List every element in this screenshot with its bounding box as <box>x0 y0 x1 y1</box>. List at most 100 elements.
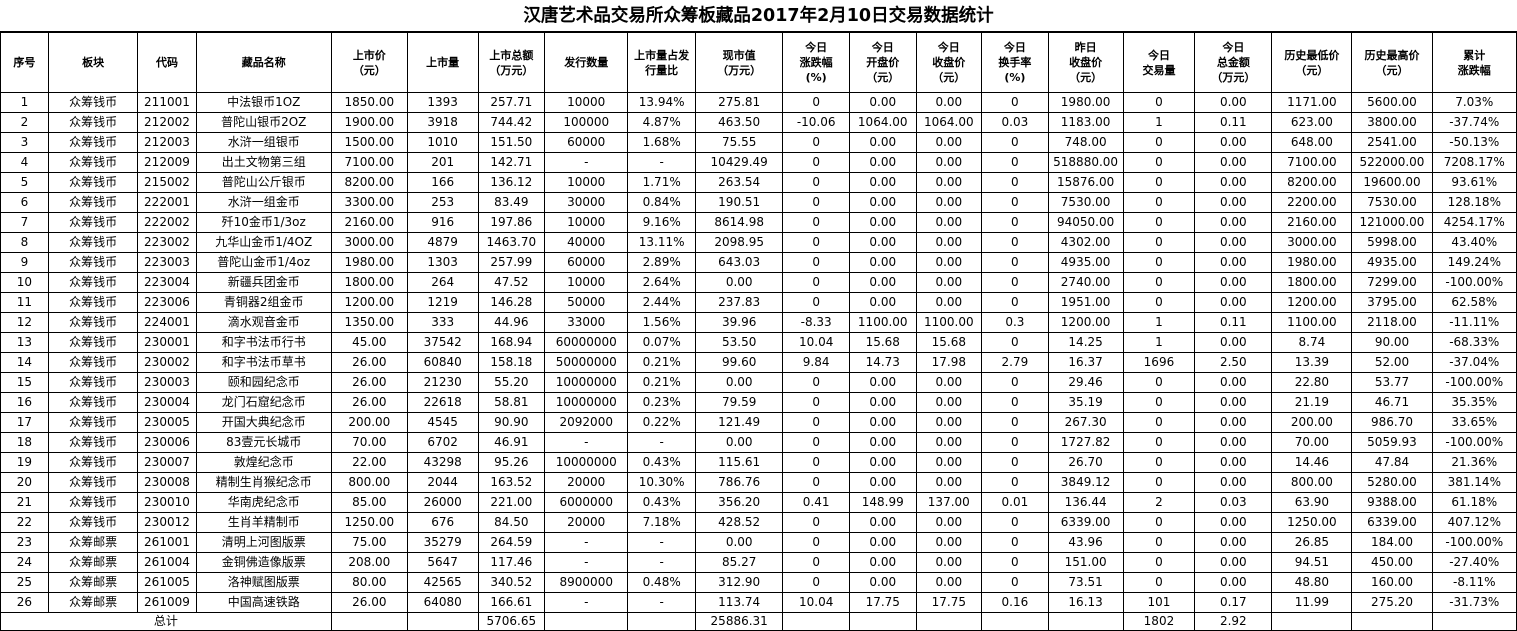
table-cell: 0 <box>782 292 850 313</box>
table-cell: 201 <box>406 152 479 173</box>
column-header-line: 板块 <box>82 56 105 69</box>
total-market-amount: 5706.65 <box>477 612 546 631</box>
table-cell: 0 <box>981 292 1049 313</box>
table-cell: 0.00 <box>915 292 983 313</box>
table-cell: 221.00 <box>477 492 546 513</box>
table-cell: 14.25 <box>1047 332 1124 353</box>
table-row: 16 众筹钱币 230004 龙门石窟纪念币 26.00 22618 58.81 100000… <box>0 392 1517 413</box>
total-row: 总计 5706.65 25886.31 1802 2.92 <box>0 612 1517 631</box>
table-cell: 0 <box>981 92 1049 113</box>
table-cell: -8.11% <box>1431 572 1517 593</box>
total-cell-empty <box>544 612 629 631</box>
table-cell: 46.71 <box>1351 392 1433 413</box>
column-header-line: 上市总额 <box>489 48 534 62</box>
table-cell: 5059.93 <box>1351 432 1433 453</box>
table-cell: 0.00 <box>915 432 983 453</box>
table-footer: 总计 5706.65 25886.31 1802 2.92 <box>0 612 1517 631</box>
table-cell: 18 <box>0 432 49 453</box>
table-cell: 986.70 <box>1351 412 1433 433</box>
table-cell: 0 <box>782 132 850 153</box>
table-cell: 64080 <box>406 592 479 613</box>
table-cell: - <box>544 592 629 613</box>
table-cell: 0 <box>1122 172 1196 193</box>
table-cell: 0 <box>782 92 850 113</box>
table-cell: 113.74 <box>694 592 784 613</box>
table-cell: 众筹钱币 <box>47 372 139 393</box>
table-cell: 19600.00 <box>1351 172 1433 193</box>
table-cell: 800.00 <box>1271 472 1353 493</box>
table-cell: 0.00 <box>1194 532 1273 553</box>
table-cell: 众筹邮票 <box>47 552 139 573</box>
table-cell: 10.04 <box>782 332 850 353</box>
table-cell: 0.00 <box>848 132 917 153</box>
column-header-line: (%) <box>805 71 827 84</box>
table-cell: 0.00 <box>1194 452 1273 473</box>
table-cell: 20000 <box>544 512 629 533</box>
column-header: 板块 <box>47 32 139 93</box>
table-cell: 众筹钱币 <box>47 312 139 333</box>
table-cell: 1 <box>1122 312 1196 333</box>
table-cell: 0.43% <box>627 492 696 513</box>
table-cell: 8200.00 <box>1271 172 1353 193</box>
table-cell: 94050.00 <box>1047 212 1124 233</box>
table-cell: 0.00 <box>1194 432 1273 453</box>
table-cell: 0 <box>1122 92 1196 113</box>
table-cell: 1303 <box>406 252 479 273</box>
table-cell: 261004 <box>137 552 197 573</box>
table-cell: 7208.17% <box>1431 152 1517 173</box>
table-row: 2 众筹钱币 212002 普陀山银币2OZ 1900.00 3918 744.42 1000… <box>0 112 1517 133</box>
table-cell: 0 <box>1122 392 1196 413</box>
table-cell: 61.18% <box>1431 492 1517 513</box>
table-cell: 5280.00 <box>1351 472 1433 493</box>
table-cell: 37542 <box>406 332 479 353</box>
table-cell: 0.00 <box>1194 172 1273 193</box>
table-cell: 滴水观音金币 <box>195 312 332 333</box>
total-cell-empty <box>330 612 408 631</box>
table-cell: 75.00 <box>330 532 408 553</box>
table-cell: 93.61% <box>1431 172 1517 193</box>
table-cell: 水浒一组银币 <box>195 132 332 153</box>
table-cell: 0.00 <box>1194 412 1273 433</box>
table-cell: 95.26 <box>477 452 546 473</box>
table-cell: 4935.00 <box>1351 252 1433 273</box>
table-cell: 0.41 <box>782 492 850 513</box>
table-cell: 115.61 <box>694 452 784 473</box>
table-cell: 22618 <box>406 392 479 413</box>
column-header-line: 昨日 <box>1074 41 1097 54</box>
table-cell: 53.50 <box>694 332 784 353</box>
table-cell: 10000 <box>544 212 629 233</box>
column-header-line: （元） <box>1375 63 1409 77</box>
table-cell: 100000 <box>544 112 629 133</box>
column-header-line: 今日 <box>871 41 894 54</box>
table-cell: 0.00 <box>1194 332 1273 353</box>
table-cell: 0.00 <box>1194 472 1273 493</box>
table-cell: 786.76 <box>694 472 784 493</box>
table-cell: 160.00 <box>1351 572 1433 593</box>
table-cell: 2.89% <box>627 252 696 273</box>
table-cell: 21 <box>0 492 49 513</box>
table-cell: 和字书法币草书 <box>195 352 332 373</box>
table-row: 15 众筹钱币 230003 颐和园纪念币 26.00 21230 55.20 1000000… <box>0 372 1517 393</box>
column-header-line: （万元） <box>1211 71 1256 84</box>
table-cell: 43.40% <box>1431 232 1517 253</box>
table-cell: 60000000 <box>544 332 629 353</box>
table-cell: 青铜器2组金币 <box>195 292 332 313</box>
table-row: 12 众筹钱币 224001 滴水观音金币 1350.00 333 44.96 33000 1.… <box>0 312 1517 333</box>
table-cell: 普陀山银币2OZ <box>195 112 332 133</box>
table-cell: 163.52 <box>477 472 546 493</box>
table-cell: 3 <box>0 132 49 153</box>
table-cell: 80.00 <box>330 572 408 593</box>
table-cell: 128.18% <box>1431 192 1517 213</box>
table-cell: 0 <box>782 212 850 233</box>
table-cell: -100.00% <box>1431 532 1517 553</box>
table-cell: 230008 <box>137 472 197 493</box>
table-cell: 35279 <box>406 532 479 553</box>
table-cell: 0 <box>981 512 1049 533</box>
trade-data-table: 序号 板块 代码 藏品名称 上市价 （元） 上市量 上市总额 （万元） 发行数量 上市量占发 行量比现… <box>0 32 1517 631</box>
table-cell: 2160.00 <box>330 212 408 233</box>
table-cell: -37.74% <box>1431 112 1517 133</box>
column-header-line: 代码 <box>155 56 178 69</box>
column-header-line: 总金额 <box>1216 56 1250 69</box>
table-cell: 水浒一组金币 <box>195 192 332 213</box>
table-cell: 0.00 <box>848 412 917 433</box>
